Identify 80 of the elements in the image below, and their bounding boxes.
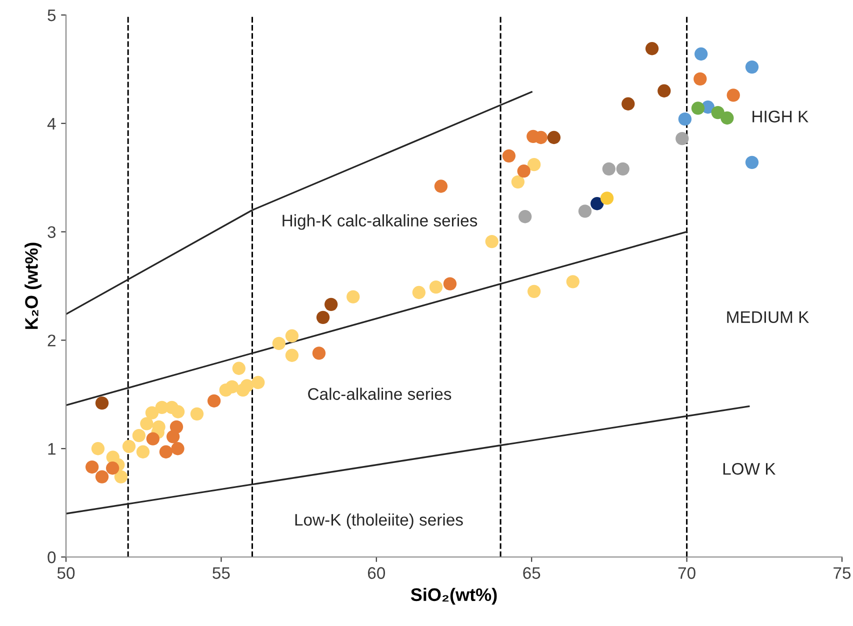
point xyxy=(429,280,443,294)
y-tick-label: 0 xyxy=(48,551,56,564)
x-tick-label: 70 xyxy=(678,567,696,579)
point xyxy=(95,396,109,410)
point xyxy=(590,197,604,210)
point xyxy=(745,156,759,170)
point xyxy=(694,47,708,61)
point xyxy=(312,346,326,360)
point xyxy=(622,97,635,110)
point xyxy=(676,132,689,146)
point xyxy=(95,470,109,484)
y-tick-label: 4 xyxy=(47,118,56,130)
point xyxy=(720,111,734,125)
point xyxy=(691,102,705,115)
point xyxy=(346,290,360,304)
point xyxy=(85,460,99,474)
point xyxy=(600,192,614,205)
x-tick-label: 50 xyxy=(57,567,75,579)
x-tick-label: 65 xyxy=(523,567,540,579)
point xyxy=(578,204,592,218)
y-tick-label: 1 xyxy=(48,443,56,455)
point xyxy=(225,380,239,394)
point xyxy=(240,379,254,392)
y-tick-label: 5 xyxy=(48,10,56,22)
point xyxy=(726,88,740,102)
y-tick-label: 2 xyxy=(48,334,56,346)
point xyxy=(132,429,146,442)
point xyxy=(136,445,150,458)
point xyxy=(547,130,561,144)
point xyxy=(171,442,184,456)
point xyxy=(678,112,692,126)
point xyxy=(207,394,221,408)
point xyxy=(171,405,185,418)
point xyxy=(114,470,128,484)
point xyxy=(146,432,160,446)
x-axis-title: SiO₂(wt%) xyxy=(410,588,497,605)
point xyxy=(145,406,159,420)
point xyxy=(694,72,707,86)
point xyxy=(285,348,299,362)
point xyxy=(140,417,154,430)
y-axis-title: K₂O (wt%) xyxy=(24,242,42,329)
point xyxy=(527,158,541,172)
point xyxy=(511,175,525,189)
point xyxy=(745,60,759,74)
point xyxy=(316,310,330,324)
annotation: High-K calc-alkaline series xyxy=(282,214,478,230)
point xyxy=(502,149,516,163)
point xyxy=(527,284,541,298)
x-tick-label: 60 xyxy=(368,567,386,579)
point xyxy=(443,277,457,290)
point xyxy=(91,442,105,456)
x-tick-label: 55 xyxy=(212,567,230,579)
point xyxy=(485,234,498,248)
point xyxy=(645,42,659,56)
point xyxy=(324,298,338,312)
point xyxy=(106,462,120,475)
point xyxy=(658,84,671,98)
point xyxy=(252,376,265,390)
point xyxy=(285,329,299,342)
annotation: Low-K (tholeiite) series xyxy=(295,513,463,529)
point xyxy=(602,162,616,176)
point xyxy=(412,286,426,300)
point xyxy=(517,164,530,178)
point xyxy=(122,440,136,454)
point xyxy=(434,180,448,193)
annotation: HIGH K xyxy=(752,110,808,122)
point xyxy=(534,130,548,144)
point xyxy=(232,362,246,375)
point xyxy=(159,445,173,458)
point xyxy=(272,336,286,350)
point xyxy=(170,420,184,434)
x-tick-label: 75 xyxy=(834,567,851,579)
point xyxy=(566,275,580,288)
y-tick-label: 3 xyxy=(48,226,56,238)
point xyxy=(190,407,204,420)
annotation: Calc-alkaline series xyxy=(308,388,452,400)
annotation: MEDIUM K xyxy=(727,311,809,323)
point xyxy=(616,162,630,176)
point xyxy=(518,210,532,224)
annotation: LOW K xyxy=(723,462,776,475)
